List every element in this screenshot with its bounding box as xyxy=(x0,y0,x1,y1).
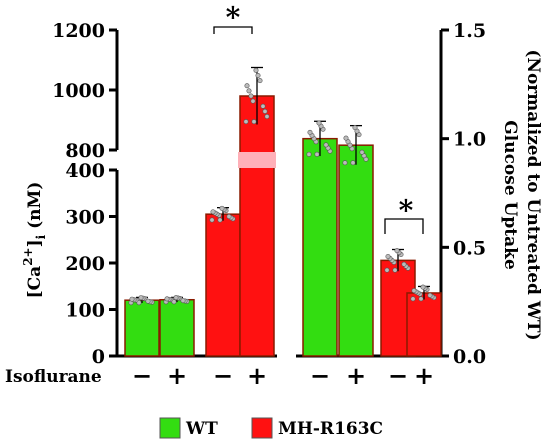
glucose-bar-4-point xyxy=(411,288,417,294)
right-tick-label: 0.0 xyxy=(453,346,486,368)
treatment-label: − xyxy=(310,361,330,390)
glucose-bar-1-point xyxy=(323,142,329,148)
right-tick-label: 1.5 xyxy=(453,20,486,42)
glucose-bar-4-point xyxy=(418,296,424,302)
x-axis-title: Isoflurane xyxy=(5,367,102,387)
left-tick-label: 1000 xyxy=(52,80,105,102)
glucose-bar-2-point xyxy=(352,125,358,131)
left-y-axis-title: [Ca2+]i (nM) xyxy=(21,182,48,299)
calcium-bar-2-point xyxy=(173,295,179,301)
calcium-bar-1-point xyxy=(138,295,144,301)
treatment-label: + xyxy=(247,361,267,390)
calcium-bar-4-point xyxy=(260,103,266,109)
glucose-bar-4 xyxy=(406,292,442,357)
treatment-label: − xyxy=(132,361,152,390)
calcium-bar-4-point xyxy=(248,93,254,99)
calcium-bar-4-point xyxy=(250,98,256,104)
calcium-bar-2-point xyxy=(171,299,177,305)
calcium-bar-4-point xyxy=(243,119,249,125)
calcium-bar-4 xyxy=(239,95,275,357)
treatment-label: + xyxy=(167,361,187,390)
calcium-bar-3-point xyxy=(209,217,215,223)
calcium-bar-3-point xyxy=(210,209,216,215)
calcium-bar-2-point xyxy=(180,298,186,304)
calcium-bar-1-point xyxy=(129,296,135,302)
legend-label-wt: WT xyxy=(185,419,218,439)
legend-swatch-mh xyxy=(251,417,273,439)
calcium-bar-1-point xyxy=(136,300,142,306)
significance-right xyxy=(384,218,424,234)
significance-star-right: * xyxy=(399,194,414,227)
calcium-bar-3-point xyxy=(226,214,232,220)
glucose-bar-4-point xyxy=(410,296,416,302)
glucose-bar-3-point xyxy=(385,253,391,259)
glucose-bar-2-point xyxy=(342,160,348,166)
glucose-bar-2-point xyxy=(350,160,356,166)
glucose-bar-3-point xyxy=(394,248,400,254)
calcium-bar-3-point xyxy=(217,217,223,223)
left-tick-label: 400 xyxy=(65,160,105,182)
legend: WT MH-R163C xyxy=(159,417,383,439)
calcium-bar-4-point xyxy=(255,72,261,78)
calcium-bar-3 xyxy=(205,213,241,357)
left-tick-label: 800 xyxy=(65,140,105,162)
significance-star-left: * xyxy=(226,1,241,34)
glucose-bar-1-point xyxy=(306,151,312,157)
right-y-axis-title-line1: Glucose Uptake xyxy=(500,120,520,270)
left-tick-label: 200 xyxy=(65,253,105,275)
calcium-bar-3-point xyxy=(219,205,225,211)
points xyxy=(128,67,437,306)
glucose-bar-2-point xyxy=(343,135,349,141)
glucose-bar-2-point xyxy=(359,149,365,155)
glucose-bar-1-point xyxy=(307,129,313,135)
glucose-bar-3-point xyxy=(401,261,407,267)
calcium-bar-4-point xyxy=(246,88,252,94)
treatment-label: − xyxy=(213,361,233,390)
calcium-bar-1 xyxy=(124,299,160,357)
right-tick-label: 1.0 xyxy=(453,129,486,151)
glucose-bar-4-point xyxy=(427,292,433,298)
glucose-bar-1-point xyxy=(314,151,320,157)
left-tick-label: 100 xyxy=(65,300,105,322)
left-tick-label: 300 xyxy=(65,207,105,229)
glucose-bar-3-point xyxy=(392,267,398,273)
tick-marks xyxy=(109,28,449,358)
glucose-bar-2 xyxy=(338,144,374,357)
treatment-label: + xyxy=(346,361,366,390)
left-tick-label: 0 xyxy=(92,346,105,368)
left-tick-label: 1200 xyxy=(52,20,105,42)
right-tick-label: 0.5 xyxy=(453,237,486,259)
calcium-bar-4-axis-break xyxy=(238,152,276,168)
bars xyxy=(124,66,442,357)
glucose-bar-4-point xyxy=(420,284,426,290)
calcium-bar-4-point xyxy=(262,108,268,114)
right-y-axis-title-line2: (Normalized to Untreated WT) xyxy=(523,49,543,340)
calcium-bar-4-point xyxy=(253,67,259,73)
calcium-bar-4-point xyxy=(257,78,263,84)
calcium-bar-4-point xyxy=(251,119,257,125)
legend-swatch-wt xyxy=(159,417,181,439)
calcium-bar-4-point xyxy=(244,83,250,89)
calcium-bar-2-point xyxy=(164,296,170,302)
significance-left xyxy=(213,26,253,34)
treatment-label: + xyxy=(414,361,434,390)
glucose-bar-1 xyxy=(302,137,338,357)
treatment-labels: − + − + − + − + xyxy=(132,361,434,390)
calcium-bar-2 xyxy=(159,298,195,357)
legend-label-mh: MH-R163C xyxy=(278,419,383,439)
treatment-label: − xyxy=(388,361,408,390)
calcium-bar-1-point xyxy=(145,298,151,304)
calcium-bar-4-point xyxy=(264,114,270,120)
glucose-bar-3-point xyxy=(384,267,390,273)
glucose-bar-1-point xyxy=(316,120,322,126)
